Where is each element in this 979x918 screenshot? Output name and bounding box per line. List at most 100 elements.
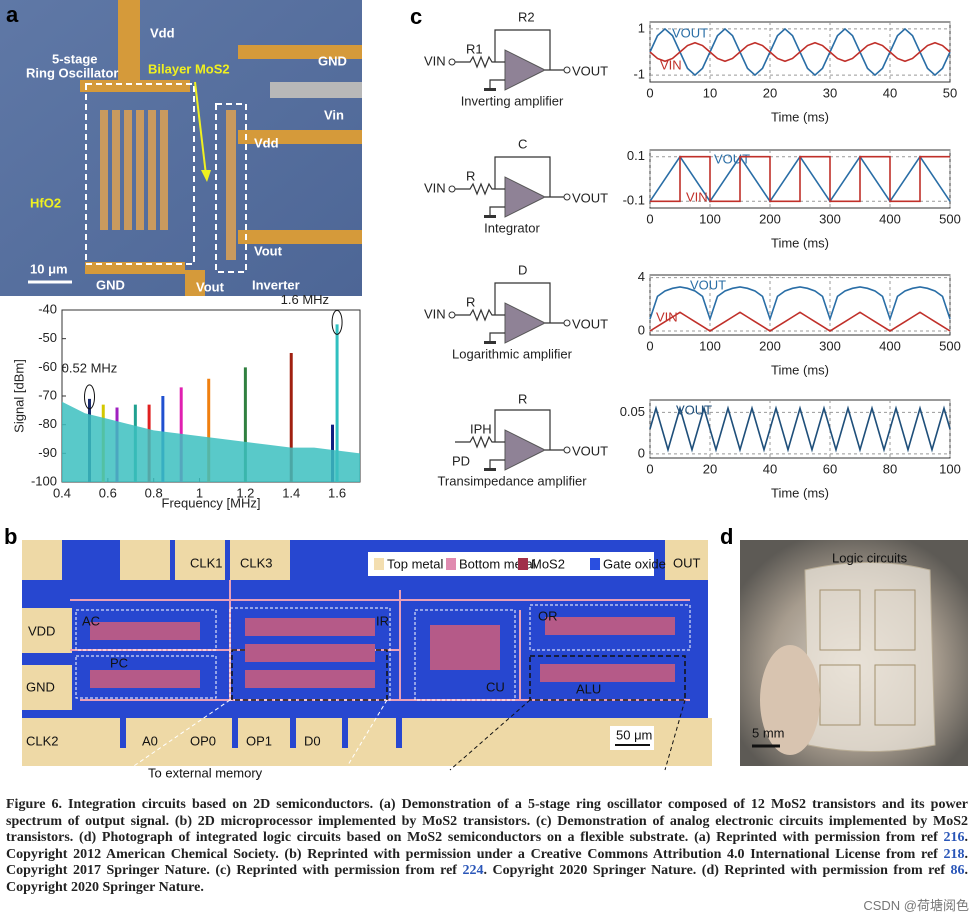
series-line bbox=[649, 286, 951, 322]
label: 10 μm bbox=[30, 261, 68, 276]
circuit-label: VOUT bbox=[572, 63, 608, 78]
label: GND bbox=[96, 277, 125, 292]
series-line bbox=[649, 405, 951, 453]
terminal bbox=[448, 58, 456, 66]
caption-text: . Copyright 2017 Springer Nature. (c) Re… bbox=[6, 846, 968, 879]
y-tick-label: -1 bbox=[633, 67, 645, 82]
x-tick-label: 0.8 bbox=[145, 485, 163, 500]
legend-swatch bbox=[374, 558, 384, 570]
label: Vdd bbox=[150, 25, 175, 40]
x-tick-label: 500 bbox=[939, 211, 961, 226]
circuit-label: VOUT bbox=[572, 443, 608, 458]
chip-label: AC bbox=[82, 613, 100, 628]
y-tick-label: -60 bbox=[38, 359, 57, 374]
x-tick-label: 0.4 bbox=[53, 485, 71, 500]
x-axis-label: Time (ms) bbox=[771, 485, 829, 500]
circuit-label: VOUT bbox=[572, 316, 608, 331]
y-tick-label: -0.1 bbox=[623, 193, 645, 208]
ground bbox=[484, 88, 496, 91]
x-tick-label: 1 bbox=[196, 485, 203, 500]
caption-text: . Copyright 2020 Springer Nature. bbox=[6, 863, 969, 895]
circuit: IPH R PD VOUT Transimpedance amplifier bbox=[437, 391, 608, 488]
photo-b bbox=[22, 540, 712, 771]
series-label: VOUT bbox=[714, 151, 750, 166]
circuit-title: Transimpedance amplifier bbox=[437, 473, 587, 488]
figure: Vdd 5-stage Ring Oscillator Bilayer MoS2… bbox=[0, 0, 968, 780]
x-tick-label: 0 bbox=[646, 211, 653, 226]
chip-label: OP1 bbox=[246, 733, 272, 748]
op-amp bbox=[504, 302, 547, 344]
series-label: VIN bbox=[656, 309, 678, 324]
terminal bbox=[563, 446, 571, 454]
label: HfO2 bbox=[30, 195, 61, 210]
circuit-label: PD bbox=[452, 453, 470, 468]
op-amp bbox=[504, 429, 547, 471]
terminal bbox=[563, 319, 571, 327]
caption-text: . Copyright 2012 American Chemical Socie… bbox=[6, 830, 968, 862]
x-tick-label: 0 bbox=[646, 461, 653, 476]
chip-label: IR bbox=[376, 613, 389, 628]
x-tick-label: 10 bbox=[703, 85, 717, 100]
circuit: VIN R1 R2 VOUT Inverting amplifier bbox=[424, 9, 608, 108]
y-tick-label: -70 bbox=[38, 387, 57, 402]
highlight bbox=[331, 309, 343, 335]
circuit: VIN R C VOUT Integrator bbox=[424, 136, 608, 235]
y-tick-label: 4 bbox=[638, 269, 645, 284]
legend-swatch bbox=[518, 558, 528, 570]
chip-label: OP0 bbox=[190, 733, 216, 748]
caption: Figure 6. Integration circuits based on … bbox=[6, 797, 968, 897]
chip-label: CU bbox=[486, 679, 505, 694]
series-label: VOUT bbox=[690, 277, 726, 292]
scale-label: 5 mm bbox=[752, 725, 785, 740]
x-tick-label: 0 bbox=[646, 338, 653, 353]
scale-label: 50 μm bbox=[616, 727, 652, 742]
x-tick-label: 0.6 bbox=[99, 485, 117, 500]
terminal bbox=[448, 311, 456, 319]
label: Vdd bbox=[254, 135, 279, 150]
chip-label: CLK3 bbox=[240, 555, 273, 570]
label: Bilayer MoS2 bbox=[148, 61, 230, 76]
annotation: 1.6 MHz bbox=[281, 292, 329, 307]
x-tick-label: 40 bbox=[883, 85, 897, 100]
wire bbox=[455, 282, 565, 341]
circuit-title: Inverting amplifier bbox=[461, 93, 564, 108]
x-tick-label: 1.4 bbox=[282, 485, 300, 500]
annotation: 0.52 MHz bbox=[62, 360, 118, 375]
x-axis-label: Time (ms) bbox=[771, 362, 829, 377]
annotation: To external memory bbox=[148, 765, 263, 780]
op-amp bbox=[504, 49, 547, 91]
reference[interactable]: 216 bbox=[943, 830, 965, 846]
legend-label: Gate oxide bbox=[603, 556, 666, 571]
watermark: CSDN @荷塘阅色 bbox=[863, 898, 969, 913]
series-label: VIN bbox=[660, 57, 682, 72]
circuit-label: VIN bbox=[424, 306, 446, 321]
legend-label: MoS2 bbox=[531, 556, 565, 571]
series-line bbox=[649, 311, 951, 332]
legend-swatch bbox=[446, 558, 456, 570]
y-tick-label: 0.05 bbox=[620, 404, 645, 419]
terminal bbox=[563, 66, 571, 74]
circuit-label: R2 bbox=[518, 9, 535, 24]
circuit-label: VIN bbox=[424, 180, 446, 195]
series-label: VOUT bbox=[676, 402, 712, 417]
wire bbox=[455, 409, 565, 468]
ground bbox=[484, 215, 496, 218]
label: Vout bbox=[254, 243, 283, 258]
circuit-label: VOUT bbox=[572, 190, 608, 205]
y-tick-label: 0.1 bbox=[627, 148, 645, 163]
chip-label: CLK2 bbox=[26, 733, 59, 748]
wire bbox=[455, 156, 565, 215]
chip-label: VDD bbox=[28, 623, 55, 638]
x-axis-label: Frequency [MHz] bbox=[162, 495, 261, 510]
y-tick-label: -50 bbox=[38, 330, 57, 345]
reference[interactable]: 86 bbox=[950, 863, 965, 879]
legend-label: Top metal bbox=[387, 556, 443, 571]
series-line bbox=[649, 41, 951, 63]
reference[interactable]: 224 bbox=[462, 863, 484, 879]
x-tick-label: 30 bbox=[823, 85, 837, 100]
reference[interactable]: 218 bbox=[943, 846, 965, 862]
caption-text: Figure 6. Integration circuits based on … bbox=[6, 797, 968, 846]
chip-label: ALU bbox=[576, 681, 601, 696]
x-tick-label: 0 bbox=[646, 85, 653, 100]
